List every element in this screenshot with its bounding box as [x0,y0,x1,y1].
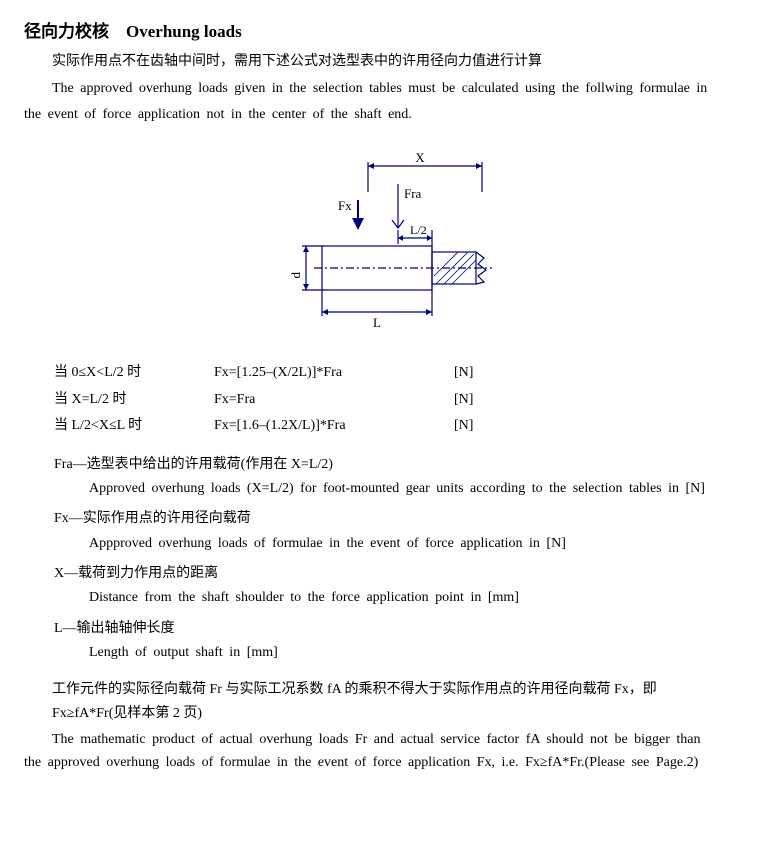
diagram-label-d: d [288,272,303,279]
table-row: 当 L/2<X≤L 时 Fx=[1.6–(1.2X/L)]*Fra [N] [54,413,524,439]
intro-paragraph-en-line2: the event of force application not in th… [24,104,756,126]
table-row: 当 X=L/2 时 Fx=Fra [N] [54,387,524,413]
formula-expression: Fx=[1.25–(X/2L)]*Fra [214,360,454,386]
diagram-label-fx: Fx [338,198,352,213]
diagram-label-x: X [415,152,425,165]
diagram-label-l: L [373,315,381,330]
formula-unit: [N] [454,360,524,386]
page-title: 径向力校核 Overhung loads [24,18,756,45]
formula-unit: [N] [454,413,524,439]
intro-paragraph-cn: 实际作用点不在齿轴中间时，需用下述公式对选型表中的许用径向力值进行计算 [24,51,756,73]
formula-condition: 当 L/2<X≤L 时 [54,413,214,439]
tail-paragraph-en-line2: the approved overhung loads of formulae … [24,752,756,774]
formula-table: 当 0≤X<L/2 时 Fx=[1.25–(X/2L)]*Fra [N] 当 X… [54,360,524,439]
formula-unit: [N] [454,387,524,413]
table-row: 当 0≤X<L/2 时 Fx=[1.25–(X/2L)]*Fra [N] [54,360,524,386]
diagram-label-fra: Fra [404,186,422,201]
diagram-group: X Fra Fx L/2 [288,152,492,330]
shaft-diagram-svg: X Fra Fx L/2 [260,152,520,342]
diagram-label-lhalf: L/2 [410,223,427,237]
def-fra-en: Approved overhung loads (X=L/2) for foot… [89,478,756,500]
def-l-en: Length of output shaft in [mm] [89,642,756,664]
def-fx-en: Appproved overhung loads of formulae in … [89,533,756,555]
shaft-diagram: X Fra Fx L/2 [24,152,756,342]
formula-expression: Fx=Fra [214,387,454,413]
def-x-en: Distance from the shaft shoulder to the … [89,587,756,609]
def-fra-cn: Fra—选型表中给出的许用载荷(作用在 X=L/2) [54,454,756,476]
tail-paragraph-cn-line2: Fx≥fA*Fr(见样本第 2 页) [52,703,756,725]
definitions-block: Fra—选型表中给出的许用载荷(作用在 X=L/2) Approved over… [54,454,756,665]
formula-condition: 当 0≤X<L/2 时 [54,360,214,386]
tail-paragraph-cn-line1: 工作元件的实际径向载荷 Fr 与实际工况系数 fA 的乘积不得大于实际作用点的许… [24,679,756,701]
def-l-cn: L—输出轴轴伸长度 [54,618,756,640]
def-fx-cn: Fx—实际作用点的许用径向载荷 [54,508,756,530]
tail-paragraph-en-line1: The mathematic product of actual overhun… [24,729,756,751]
formula-condition: 当 X=L/2 时 [54,387,214,413]
def-x-cn: X—载荷到力作用点的距离 [54,563,756,585]
intro-paragraph-en-line1: The approved overhung loads given in the… [24,78,756,100]
formula-expression: Fx=[1.6–(1.2X/L)]*Fra [214,413,454,439]
